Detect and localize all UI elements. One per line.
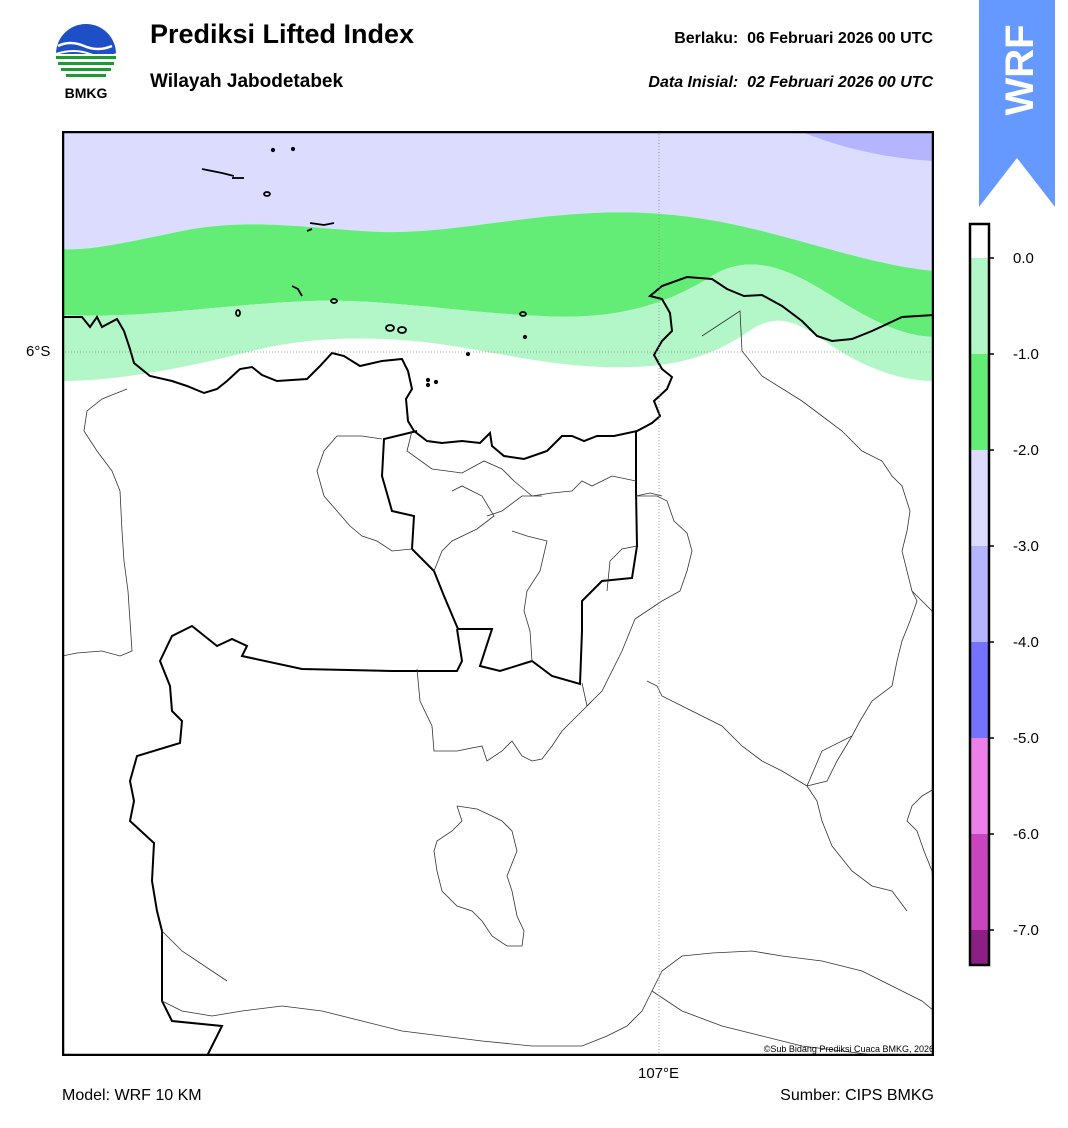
init-time: 02 Februari 2026 00 UTC bbox=[747, 74, 933, 91]
colorbar-tick-label: -3.0 bbox=[1013, 538, 1039, 555]
colorbar-segment bbox=[970, 642, 989, 738]
band-minus1-to-zero bbox=[62, 264, 934, 381]
colorbar-segment bbox=[970, 546, 989, 642]
bmkg-logo-icon: BMKG bbox=[55, 24, 117, 101]
map-frame bbox=[62, 131, 934, 1056]
colorbar-segment bbox=[970, 834, 989, 930]
colorbar-segment bbox=[970, 224, 989, 258]
wrf-badge-text: WRF bbox=[998, 24, 1042, 115]
colorbar-tick-label: 0.0 bbox=[1013, 250, 1034, 267]
colorbar-tick-label: -6.0 bbox=[1013, 826, 1039, 843]
valid-time: 06 Februari 2026 00 UTC bbox=[747, 30, 933, 47]
band-minus4-to-minus3 bbox=[800, 131, 934, 161]
colorbar-legend: 0.0 -1.0 -2.0 -3.0 -4.0 -5.0 -6.0 -7.0 bbox=[968, 222, 1039, 967]
valid-prefix: Berlaku: bbox=[674, 30, 739, 47]
valid-time-line: Berlaku: 06 Februari 2026 00 UTC bbox=[674, 30, 933, 48]
source-label: Sumber: CIPS BMKG bbox=[780, 1087, 934, 1104]
page-subtitle: Wilayah Jabodetabek bbox=[150, 71, 344, 92]
wrf-badge: WRF bbox=[979, 0, 1055, 207]
colorbar-segment bbox=[970, 930, 989, 965]
lifted-index-map bbox=[62, 131, 934, 1056]
colorbar-tick-label: -4.0 bbox=[1013, 634, 1039, 651]
init-prefix: Data Inisial: bbox=[648, 74, 739, 91]
page-title: Prediksi Lifted Index bbox=[150, 19, 415, 49]
colorbar-frame bbox=[968, 222, 991, 967]
islands bbox=[201, 146, 528, 388]
regency-boundaries bbox=[62, 310, 934, 1056]
colorbar-tick-label: -5.0 bbox=[1013, 730, 1039, 747]
model-label: Model: WRF 10 KM bbox=[62, 1087, 202, 1104]
band-minus3-to-minus2 bbox=[62, 131, 934, 271]
colorbar-segment bbox=[970, 258, 989, 354]
colorbar-tick-label: -2.0 bbox=[1013, 442, 1039, 459]
colorbar-segment bbox=[970, 450, 989, 546]
longitude-label: 107°E bbox=[638, 1065, 680, 1082]
init-time-line: Data Inisial: 02 Februari 2026 00 UTC bbox=[648, 74, 933, 92]
colorbar-segment bbox=[970, 738, 989, 834]
colorbar-segment bbox=[970, 354, 989, 450]
band-minus2-to-minus1 bbox=[62, 212, 934, 337]
coastline bbox=[62, 275, 934, 461]
copyright-text: ©Sub Bidang Prediksi Cuaca BMKG, 2026 bbox=[763, 1044, 934, 1054]
latitude-label: 6°S bbox=[26, 343, 51, 360]
colorbar-tick-label: -7.0 bbox=[1013, 922, 1039, 939]
logo-text: BMKG bbox=[65, 85, 108, 101]
colorbar-tick-label: -1.0 bbox=[1013, 346, 1039, 363]
province-boundary bbox=[128, 430, 639, 1056]
